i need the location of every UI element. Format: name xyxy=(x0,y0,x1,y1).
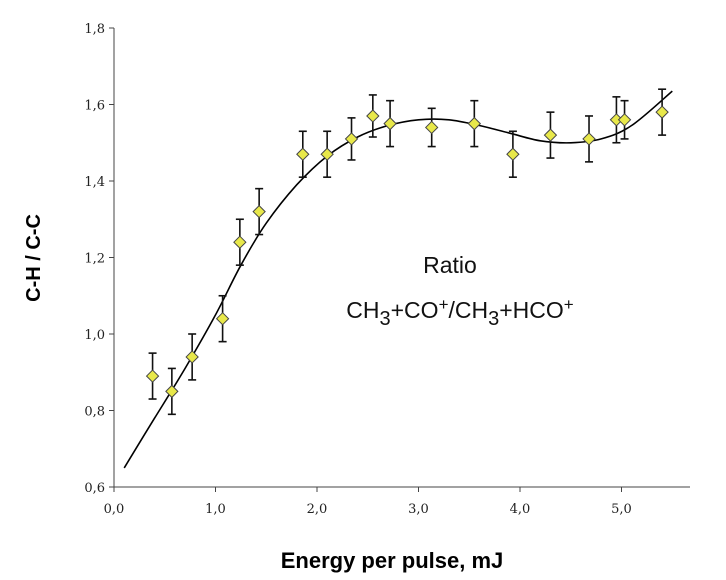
diamond-marker xyxy=(233,235,247,249)
data-points-layer xyxy=(145,88,669,416)
formula-part: 3 xyxy=(488,308,499,330)
formula-part: CH xyxy=(346,297,379,323)
data-point xyxy=(215,294,230,343)
data-point xyxy=(543,111,558,159)
diamond-marker xyxy=(145,369,160,383)
diamond-marker xyxy=(296,147,310,161)
data-point xyxy=(366,94,380,138)
fit-curve xyxy=(123,90,673,469)
diamond-marker xyxy=(252,204,266,219)
y-tick-label: 0,8 xyxy=(84,405,105,420)
formula-part: +HCO xyxy=(499,297,564,323)
data-point xyxy=(252,187,266,236)
y-tick-label: 1,4 xyxy=(84,175,105,190)
diamond-marker xyxy=(655,105,669,119)
data-point xyxy=(506,130,520,178)
data-point xyxy=(233,218,247,266)
x-tick-label: 1,0 xyxy=(205,502,226,517)
formula-part: + xyxy=(439,295,449,314)
data-point xyxy=(185,333,199,381)
data-point xyxy=(467,99,482,148)
formula-part: 3 xyxy=(380,308,391,330)
data-point xyxy=(344,117,359,161)
y-axis-title: C-H / C-C xyxy=(23,214,45,302)
diamond-marker xyxy=(383,116,397,131)
data-point xyxy=(145,352,160,400)
diamond-marker xyxy=(506,147,520,161)
y-tick-label: 1,6 xyxy=(84,99,105,114)
diamond-marker xyxy=(617,113,632,127)
y-tick-label: 1,8 xyxy=(84,22,105,37)
x-tick-label: 4,0 xyxy=(510,502,531,517)
diamond-marker xyxy=(582,132,596,146)
diamond-marker xyxy=(424,120,439,135)
diamond-marker xyxy=(320,147,334,161)
diamond-marker xyxy=(344,132,359,146)
diamond-marker xyxy=(185,350,199,364)
diamond-marker xyxy=(366,109,380,123)
x-tick-label: 5,0 xyxy=(611,502,632,517)
diamond-marker xyxy=(165,384,179,399)
x-tick-label: 2,0 xyxy=(307,502,328,517)
x-tick-label: 0,0 xyxy=(104,502,125,517)
data-point xyxy=(296,130,310,178)
y-tick-label: 1,2 xyxy=(84,252,105,267)
fit-curve-layer xyxy=(123,90,673,469)
data-point xyxy=(165,367,179,416)
diamond-marker xyxy=(543,128,558,142)
data-point xyxy=(424,107,439,148)
data-point xyxy=(320,130,334,178)
x-axis-title: Energy per pulse, mJ xyxy=(281,548,504,573)
data-point xyxy=(383,99,397,148)
formula-part: +CO xyxy=(391,297,439,323)
y-tick-label: 0,6 xyxy=(84,481,105,496)
x-tick-label: 3,0 xyxy=(408,502,429,517)
diamond-marker xyxy=(215,311,230,326)
formula-part: + xyxy=(564,295,574,314)
diamond-marker xyxy=(467,116,482,131)
data-point xyxy=(617,99,632,140)
y-axis-ticks: 0,6 0,8 1,0 1,2 1,4 1,6 1,8 xyxy=(84,22,114,496)
annotation-formula: CH3+CO+/CH3+HCO+ xyxy=(346,295,574,330)
plot-area: 0,6 0,8 1,0 1,2 1,4 1,6 1,8 0,0 1,0 2,0 3,0 4,0 5,0 xyxy=(84,22,690,517)
annotation-ratio: Ratio xyxy=(423,252,477,278)
y-tick-label: 1,0 xyxy=(84,328,105,343)
data-point xyxy=(655,88,669,136)
data-point xyxy=(582,115,596,163)
formula-part: /CH xyxy=(449,297,489,323)
x-axis-ticks: 0,0 1,0 2,0 3,0 4,0 5,0 xyxy=(104,487,632,517)
